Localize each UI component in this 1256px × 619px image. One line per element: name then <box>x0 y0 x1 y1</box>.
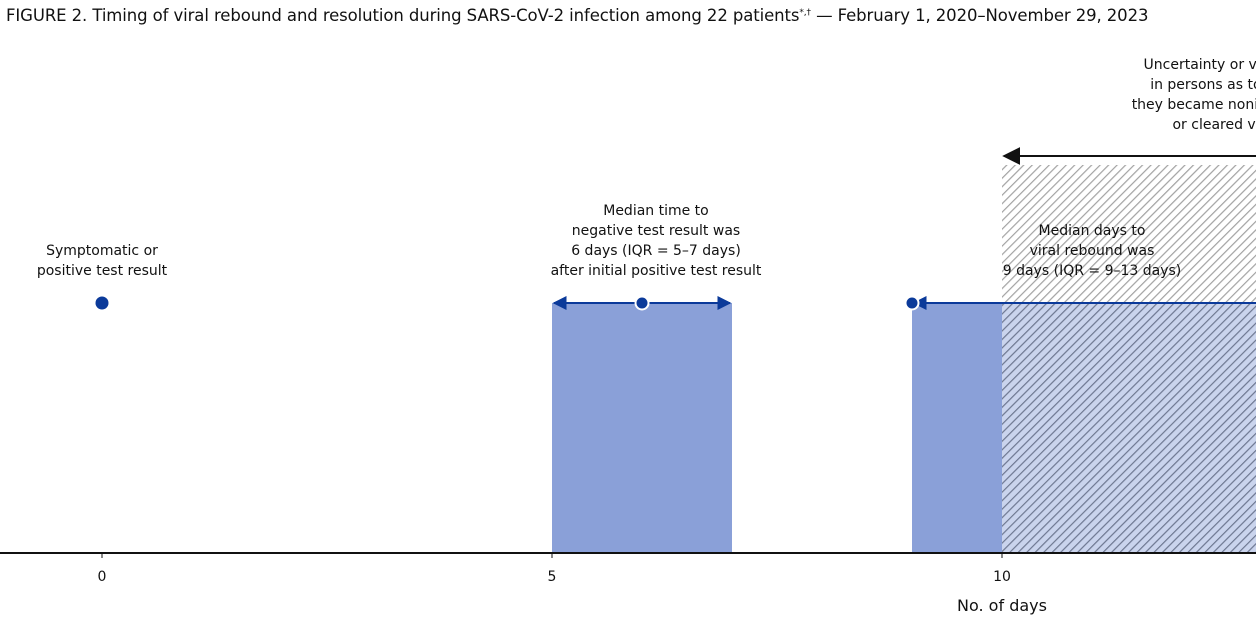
x-tick-label: 10 <box>993 569 1011 585</box>
event-label-line: viral rebound was <box>1030 243 1155 259</box>
uncertainty-label-line: or cleared virus <box>1172 117 1256 133</box>
x-tick-label: 0 <box>98 569 107 585</box>
event-label-line: Median days to <box>1039 223 1146 239</box>
uncertainty-label-line: in persons as to when <box>1150 77 1256 93</box>
event-label-line: after initial positive test result <box>551 263 762 279</box>
event-label-line: positive test result <box>37 263 168 279</box>
figure-title: FIGURE 2. Timing of viral rebound and re… <box>6 6 1256 25</box>
title-text: FIGURE 2. Timing of viral rebound and re… <box>6 6 800 25</box>
event-label-line: Median time to <box>603 203 709 219</box>
x-axis-label: No. of days <box>957 596 1047 615</box>
event-label-line: negative test result was <box>572 223 740 239</box>
event-label-line: Symptomatic or <box>46 243 158 259</box>
uncertainty-label-line: Uncertainty or variation <box>1144 57 1256 73</box>
event-label-line: 6 days (IQR = 5–7 days) <box>571 243 741 259</box>
median-point <box>634 295 650 311</box>
uncertainty-label-line: they became noninfectious <box>1132 97 1256 113</box>
title-date-range: — February 1, 2020–November 29, 2023 <box>810 6 1149 25</box>
title-footnote-marks: *,† <box>799 8 811 18</box>
median-point <box>904 295 920 311</box>
median-point <box>95 296 109 310</box>
x-tick-label: 5 <box>548 569 557 585</box>
event-label-line: 9 days (IQR = 9–13 days) <box>1003 263 1182 279</box>
iqr-bar <box>552 303 732 553</box>
uncertainty-region <box>1002 165 1256 553</box>
